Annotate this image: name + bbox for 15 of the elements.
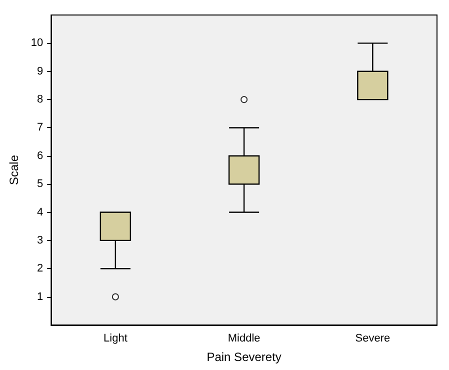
- y-tick-label: 9: [37, 65, 44, 78]
- y-tick-label: 7: [37, 122, 44, 134]
- x-tick-label: Severe: [355, 332, 390, 344]
- y-tick-label: 5: [37, 178, 44, 190]
- y-tick-label: 4: [37, 206, 44, 218]
- x-tick-label: Light: [104, 332, 128, 344]
- y-tick-label: 6: [37, 150, 44, 162]
- y-tick-label: 2: [37, 262, 44, 275]
- y-tick-label: 1: [37, 290, 44, 303]
- y-tick-label: 8: [37, 94, 44, 106]
- y-axis-title: Scale: [7, 154, 21, 186]
- y-tick-label: 10: [30, 37, 44, 50]
- x-axis-title: Pain Severety: [206, 350, 282, 364]
- x-tick-label: Middle: [228, 332, 260, 344]
- y-tick-label: 3: [37, 234, 44, 246]
